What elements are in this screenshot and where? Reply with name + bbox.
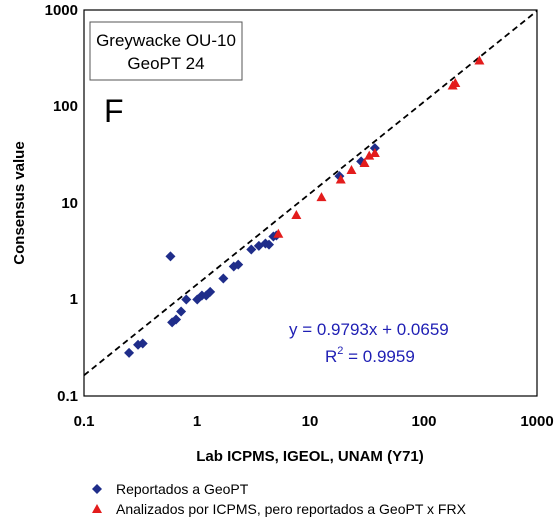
triangle-marker (346, 164, 357, 174)
triangle-marker (335, 174, 346, 184)
diamond-marker (246, 244, 257, 255)
legend-triangle-marker (92, 504, 102, 513)
legend: Reportados a GeoPT Analizados por ICPMS,… (92, 481, 467, 517)
legend-diamond-marker (92, 484, 102, 494)
diamond-marker (165, 251, 176, 262)
panel-label: F (104, 93, 124, 129)
series-analizados (273, 55, 485, 238)
r2-label: R (325, 347, 337, 366)
y-tick-label: 100 (53, 98, 78, 115)
diamond-marker (181, 294, 192, 305)
x-tick-label: 10 (302, 413, 319, 430)
x-tick-label: 100 (411, 413, 436, 430)
sample-name: Greywacke OU-10 (96, 31, 236, 50)
diamond-marker (124, 347, 135, 358)
sample-label-frame (89, 21, 243, 81)
diamond-marker (137, 338, 148, 349)
diamond-marker (218, 273, 229, 284)
series-reportados (124, 143, 380, 358)
legend-label: Reportados a GeoPT (116, 481, 249, 497)
diamond-marker (263, 239, 274, 250)
trendline (83, 10, 538, 377)
triangle-marker (359, 157, 370, 167)
r-squared: R2 = 0.9959 (325, 345, 415, 366)
diamond-marker (176, 306, 187, 317)
triangle-marker (369, 147, 380, 157)
y-tick-label: 1 (70, 291, 78, 308)
x-tick-label: 1 (193, 413, 201, 430)
regression-equation: y = 0.9793x + 0.0659 (289, 320, 449, 339)
triangle-marker (291, 210, 302, 220)
triangle-marker (474, 55, 485, 65)
triangle-marker (364, 150, 375, 160)
y-tick-label: 0.1 (57, 388, 78, 405)
y-tick-label: 1000 (45, 2, 78, 19)
sample-label-box: Greywacke OU-10 GeoPT 24 (89, 21, 243, 81)
x-tick-label: 0.1 (74, 413, 95, 430)
x-axis-title: Lab ICPMS, IGEOL, UNAM (Y71) (196, 448, 424, 465)
legend-label: Analizados por ICPMS, pero reportados a … (116, 501, 467, 517)
y-axis-title: Consensus value (11, 141, 28, 264)
triangle-marker (316, 192, 327, 202)
diamond-marker (171, 314, 182, 325)
y-tick-label: 10 (61, 195, 78, 212)
r2-superscript: 2 (337, 345, 343, 357)
reference-name: GeoPT 24 (127, 54, 204, 73)
diamond-marker (205, 286, 216, 297)
triangle-marker (273, 228, 284, 238)
r2-value: = 0.9959 (343, 347, 414, 366)
diamond-marker (233, 259, 244, 270)
triangle-marker (450, 78, 461, 88)
x-tick-label: 1000 (520, 413, 553, 430)
